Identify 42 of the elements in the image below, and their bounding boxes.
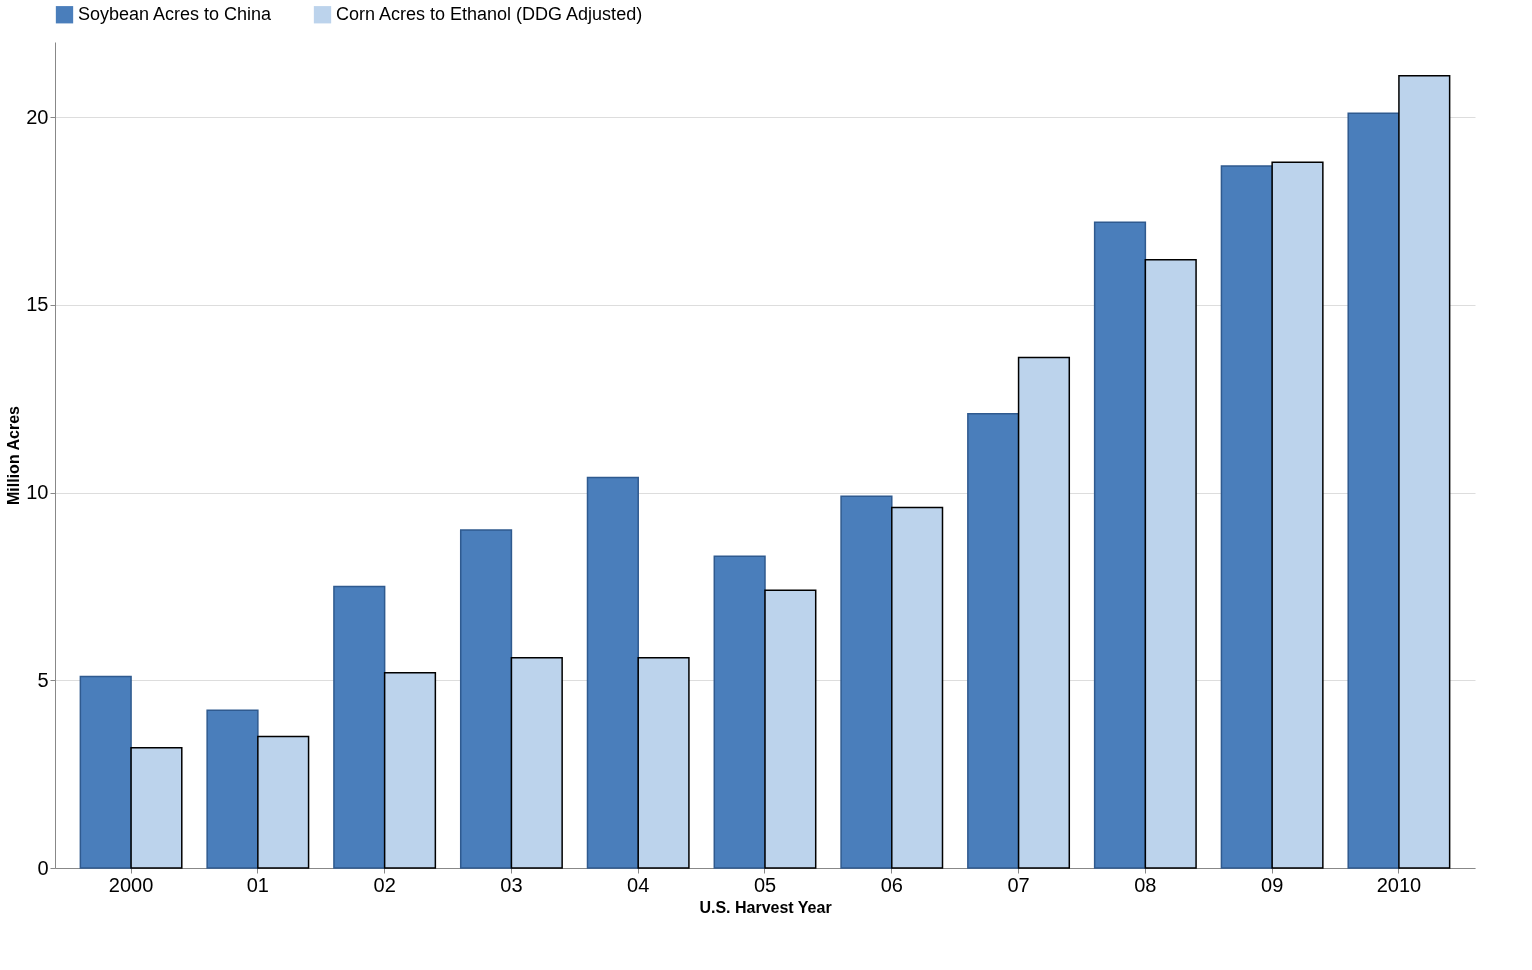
x-tick-label: 08 <box>1134 873 1157 896</box>
y-tick-label: 5 <box>37 668 49 691</box>
bar <box>764 589 817 869</box>
y-tick-label: 15 <box>26 293 49 316</box>
x-tick-label: 2000 <box>108 873 154 896</box>
y-tick-label: 20 <box>26 105 49 128</box>
bar <box>510 657 563 869</box>
x-tick-label: 03 <box>500 873 523 896</box>
x-tick-label: 2010 <box>1376 873 1422 896</box>
y-tick-label: 10 <box>26 481 49 504</box>
bar <box>1398 75 1451 869</box>
legend-label: Corn Acres to Ethanol (DDG Adjusted) <box>336 3 643 24</box>
bar <box>383 672 437 869</box>
bar <box>840 495 893 869</box>
legend-label: Soybean Acres to China <box>78 3 273 24</box>
bar <box>257 735 310 869</box>
y-tick-label: 0 <box>37 856 49 879</box>
bar <box>79 675 132 869</box>
x-tick-label: 05 <box>753 873 777 896</box>
bar <box>891 506 944 869</box>
bar <box>459 529 513 869</box>
x-tick-label: 07 <box>1007 873 1030 896</box>
bar <box>1347 112 1400 869</box>
x-tick-label: 01 <box>246 873 269 896</box>
x-tick-label: 02 <box>373 873 396 896</box>
bar <box>713 555 766 869</box>
bar <box>586 476 639 869</box>
bar <box>637 657 690 869</box>
y-axis-title: Million Acres <box>5 405 23 505</box>
bar <box>333 585 386 869</box>
bar <box>1220 165 1273 869</box>
bar <box>1271 161 1324 869</box>
bar <box>1144 259 1197 869</box>
bar <box>206 709 259 869</box>
bar <box>130 747 183 869</box>
bar <box>967 412 1020 869</box>
bar <box>1017 356 1071 869</box>
x-tick-label: 09 <box>1261 873 1284 896</box>
x-tick-label: 04 <box>627 873 650 896</box>
x-tick-label: 06 <box>880 873 903 896</box>
x-axis-title: U.S. Harvest Year <box>699 898 832 916</box>
bar <box>1093 221 1147 869</box>
